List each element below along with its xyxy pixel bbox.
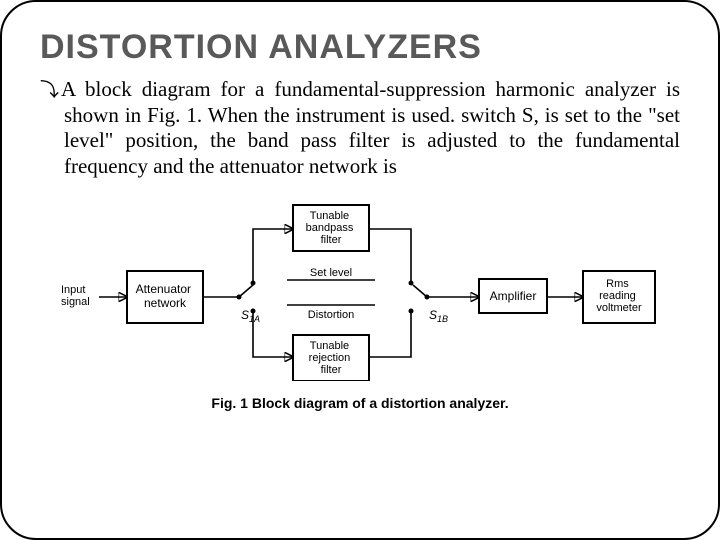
body-paragraph: ⤵A block diagram for a fundamental-suppr… <box>40 77 680 179</box>
label-set-level: Set level <box>310 267 352 279</box>
diagram-svg: Input signal Attenuator network Tunable … <box>55 201 665 381</box>
switch-s1a: S1A <box>237 281 261 325</box>
edge-s1a-bandpass <box>253 229 293 283</box>
page-title: DISTORTION ANALYZERS <box>40 28 680 67</box>
figure-caption: Fig. 1 Block diagram of a distortion ana… <box>40 395 680 411</box>
node-amplifier-label: Amplifier <box>490 289 537 303</box>
body-text: A block diagram for a fundamental-suppre… <box>61 77 680 178</box>
svg-text:S1A: S1A <box>241 308 260 324</box>
svg-text:S1B: S1B <box>429 308 448 324</box>
edge-reject-s1b <box>369 311 411 357</box>
bullet-icon: ⤵ <box>40 80 61 101</box>
edge-bandpass-s1b <box>369 229 411 283</box>
node-input-label: Input signal <box>61 284 90 308</box>
node-attenuator-label: Attenuator network <box>136 282 195 310</box>
node-voltmeter-label: Rms reading voltmeter <box>596 278 642 314</box>
node-rejection-label: Tunable rejection filter <box>309 340 354 376</box>
label-distortion: Distortion <box>308 309 354 321</box>
switch-s1b: S1B <box>409 281 449 325</box>
block-diagram: Input signal Attenuator network Tunable … <box>40 201 680 381</box>
node-bandpass-label: Tunable bandpass filter <box>306 210 357 246</box>
